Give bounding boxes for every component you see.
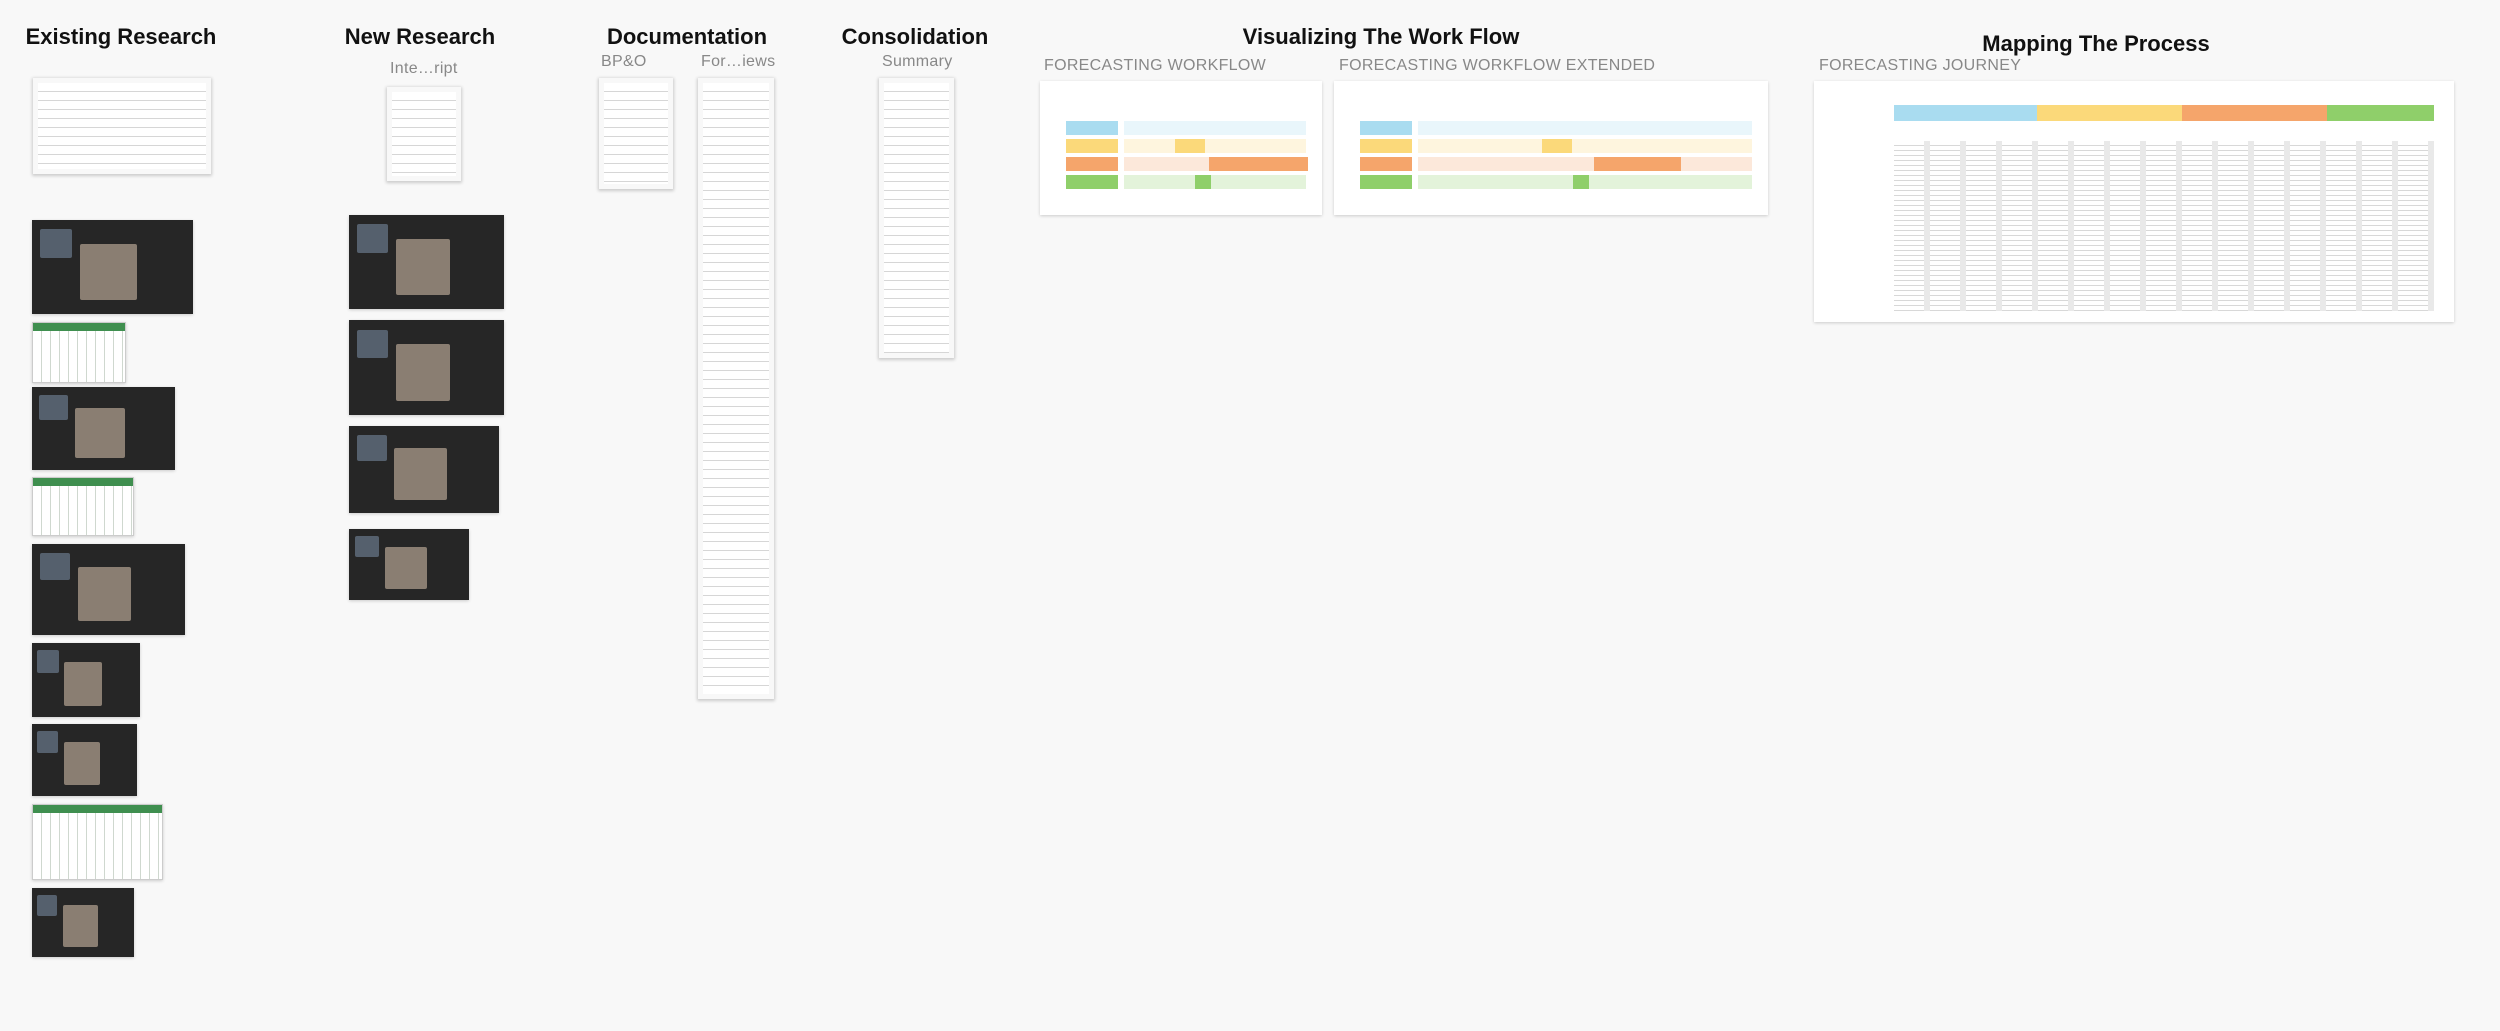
video-thumbnail — [32, 220, 193, 314]
video-thumbnail — [32, 643, 140, 717]
thumbnail-detail — [1066, 157, 1118, 172]
section-title: Visualizing The Work Flow — [1242, 24, 1520, 49]
document-thumbnail — [32, 77, 212, 175]
video-thumbnail — [349, 215, 504, 309]
thumbnail-detail — [77, 566, 132, 622]
thumbnail-detail — [64, 661, 103, 706]
thumbnail-detail — [1360, 139, 1412, 154]
thumbnail-detail — [356, 224, 388, 253]
thumbnail-detail — [33, 805, 162, 813]
section-title: Existing Research — [25, 24, 217, 49]
section-title: Documentation — [606, 24, 768, 49]
thumbnail-detail — [1124, 121, 1306, 136]
thumbnail-detail — [37, 650, 59, 673]
thumbnail-detail — [1894, 141, 2434, 311]
section-title: Mapping The Process — [1982, 31, 2210, 56]
workflow-thumbnail — [1040, 81, 1322, 215]
document-thumbnail — [598, 77, 674, 190]
video-thumbnail — [349, 529, 469, 600]
thumbnail-detail — [1360, 121, 1412, 136]
frame-label: Inte…ript — [390, 60, 458, 77]
document-thumbnail — [697, 77, 775, 700]
thumbnail-detail — [355, 536, 379, 558]
thumbnail-detail — [394, 447, 447, 500]
thumbnail-detail — [1124, 175, 1306, 190]
frame-label: FORECASTING WORKFLOW — [1044, 57, 1266, 74]
thumbnail-detail — [1418, 157, 1752, 172]
document-thumbnail — [386, 86, 462, 182]
thumbnail-detail — [1572, 175, 1589, 190]
thumbnail-detail — [395, 343, 450, 401]
frame-label: Summary — [882, 53, 953, 70]
thumbnail-detail — [39, 553, 71, 581]
thumbnail-detail — [395, 238, 450, 295]
thumbnail-detail — [63, 742, 101, 786]
thumbnail-detail — [62, 905, 99, 947]
frame-label: For…iews — [701, 53, 776, 70]
thumbnail-detail — [2182, 105, 2327, 121]
frame-label: BP&O — [601, 53, 647, 70]
thumbnail-detail — [385, 546, 427, 590]
thumbnail-detail — [356, 329, 388, 358]
document-thumbnail — [878, 77, 955, 359]
thumbnail-detail — [39, 395, 68, 421]
thumbnail-detail — [40, 229, 73, 258]
video-thumbnail — [32, 888, 134, 957]
thumbnail-detail — [1195, 175, 1212, 190]
thumbnail-detail — [33, 323, 125, 331]
journey-thumbnail — [1814, 81, 2454, 322]
workflow-thumbnail — [1334, 81, 1768, 215]
thumbnail-detail — [1894, 105, 2037, 121]
thumbnail-detail — [1124, 139, 1306, 154]
thumbnail-detail — [1418, 121, 1752, 136]
thumbnail-detail — [1418, 139, 1752, 154]
thumbnail-detail — [2037, 105, 2182, 121]
thumbnail-detail — [2327, 105, 2434, 121]
thumbnail-detail — [1066, 139, 1118, 154]
video-thumbnail — [32, 544, 185, 635]
section-title: New Research — [344, 24, 496, 49]
thumbnail-detail — [1594, 157, 1682, 172]
spreadsheet-thumbnail — [32, 477, 134, 536]
video-thumbnail — [349, 320, 504, 415]
spreadsheet-thumbnail — [32, 804, 163, 880]
thumbnail-detail — [37, 731, 59, 753]
thumbnail-detail — [1360, 157, 1412, 172]
spreadsheet-thumbnail — [32, 322, 126, 383]
video-thumbnail — [32, 724, 137, 796]
thumbnail-detail — [74, 407, 125, 458]
thumbnail-detail — [1066, 121, 1118, 136]
thumbnail-detail — [37, 894, 58, 916]
thumbnail-detail — [1209, 157, 1308, 172]
video-thumbnail — [32, 387, 175, 470]
thumbnail-detail — [356, 434, 387, 461]
frame-label: FORECASTING WORKFLOW EXTENDED — [1339, 57, 1656, 74]
thumbnail-detail — [80, 243, 137, 300]
thumbnail-detail — [1542, 139, 1573, 154]
thumbnail-detail — [1175, 139, 1206, 154]
thumbnail-detail — [1066, 175, 1118, 190]
thumbnail-detail — [1360, 175, 1412, 190]
frame-label: FORECASTING JOURNEY — [1819, 57, 2022, 74]
section-title: Consolidation — [841, 24, 989, 49]
thumbnail-detail — [33, 478, 133, 486]
video-thumbnail — [349, 426, 499, 513]
